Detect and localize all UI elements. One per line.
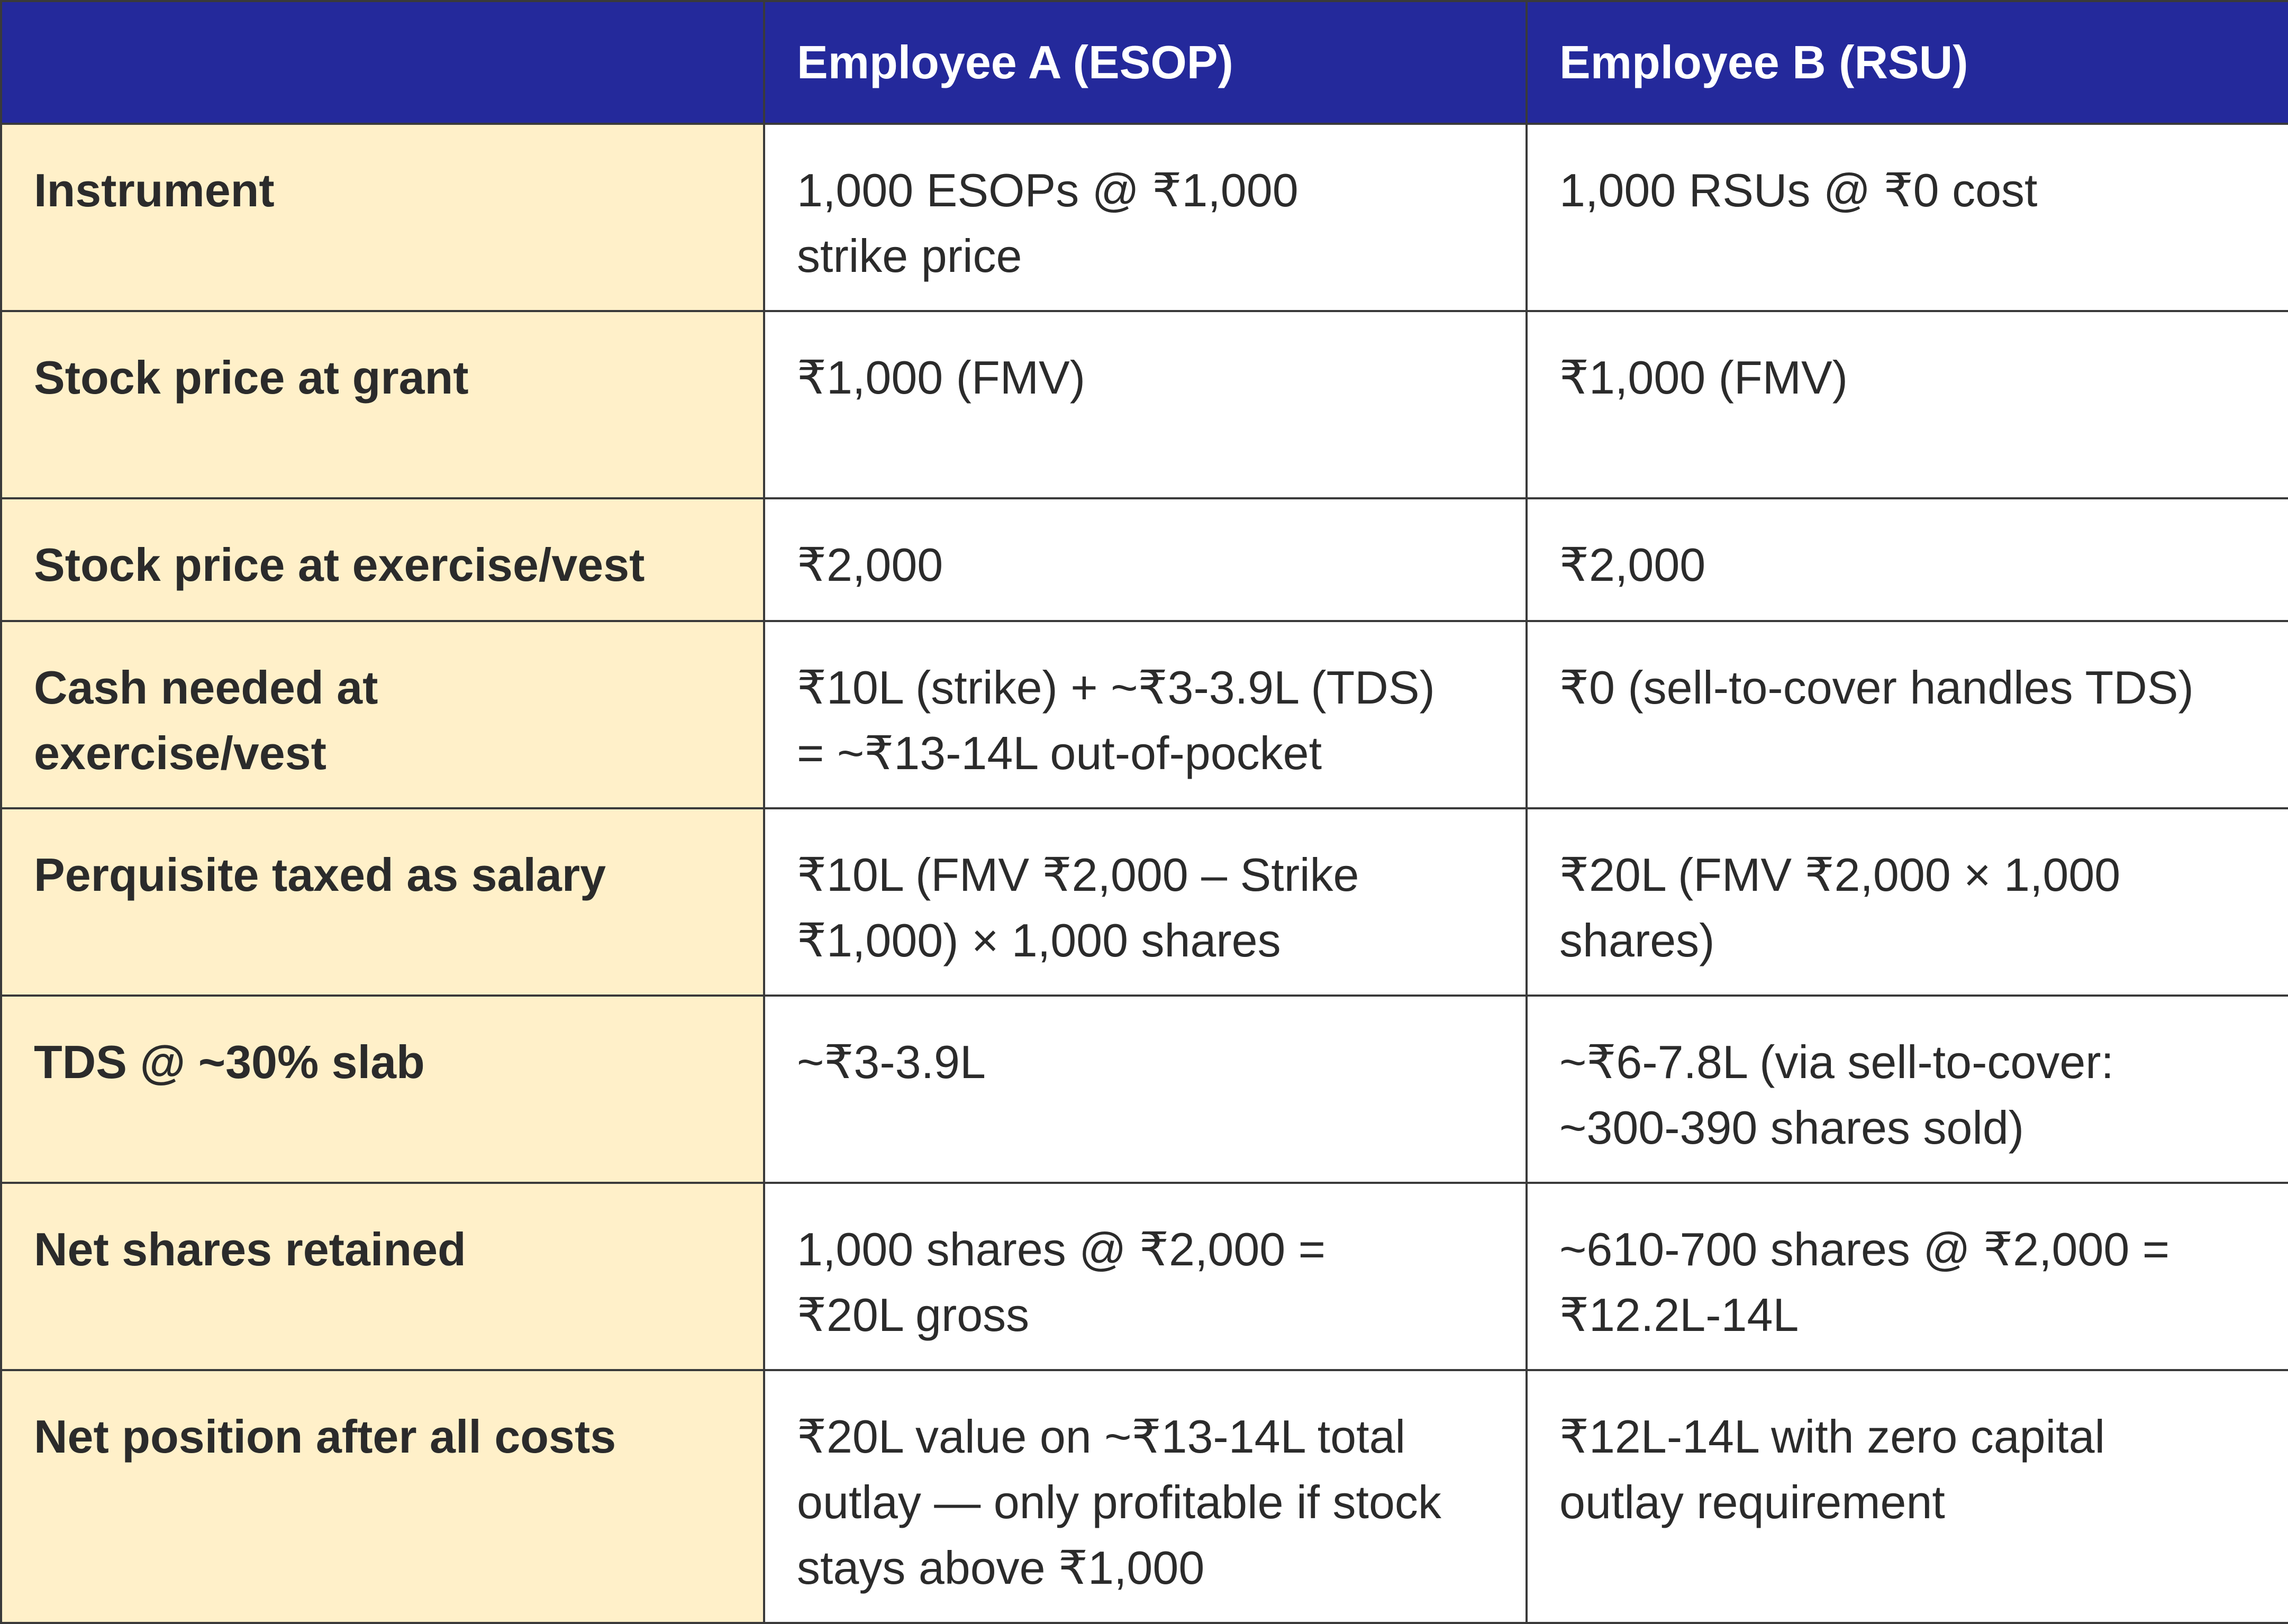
cell-employee-a: ₹10L (strike) + ~₹3-3.9L (TDS) = ~₹13-14L… xyxy=(763,620,1528,809)
row-cash-needed: Cash needed at exercise/vest ₹10L (strike… xyxy=(0,620,2288,809)
header-employee-a: Employee A (ESOP) xyxy=(763,0,1528,125)
row-label: Stock price at grant xyxy=(0,310,765,499)
row-net-shares: Net shares retained 1,000 shares @ ₹2,00… xyxy=(0,1182,2288,1371)
cell-employee-b: ~610-700 shares @ ₹2,000 = ₹12.2L-14L xyxy=(1526,1182,2288,1371)
header-corner xyxy=(0,0,765,125)
cell-employee-b: ₹2,000 xyxy=(1526,497,2288,622)
cell-employee-b: ₹20L (FMV ₹2,000 × 1,000 shares) xyxy=(1526,807,2288,997)
row-stock-price-grant: Stock price at grant ₹1,000 (FMV) ₹1,000… xyxy=(0,310,2288,499)
row-stock-price-exercise: Stock price at exercise/vest ₹2,000 ₹2,0… xyxy=(0,497,2288,622)
cell-employee-b: ~₹6-7.8L (via sell-to-cover: ~300-390 sha… xyxy=(1526,995,2288,1184)
header-row: Employee A (ESOP) Employee B (RSU) xyxy=(0,0,2288,125)
cell-employee-b: 1,000 RSUs @ ₹0 cost xyxy=(1526,123,2288,312)
cell-employee-a: ₹2,000 xyxy=(763,497,1528,622)
row-net-position: Net position after all costs ₹20L value … xyxy=(0,1369,2288,1624)
row-label: Cash needed at exercise/vest xyxy=(0,620,765,809)
cell-employee-a: ~₹3-3.9L xyxy=(763,995,1528,1184)
header-employee-b: Employee B (RSU) xyxy=(1526,0,2288,125)
cell-employee-b: ₹12L-14L with zero capital outlay require… xyxy=(1526,1369,2288,1624)
cell-employee-a: ₹1,000 (FMV) xyxy=(763,310,1528,499)
row-label: Net position after all costs xyxy=(0,1369,765,1624)
row-label: TDS @ ~30% slab xyxy=(0,995,765,1184)
row-perquisite: Perquisite taxed as salary ₹10L (FMV ₹2,… xyxy=(0,807,2288,997)
row-label: Instrument xyxy=(0,123,765,312)
row-label: Perquisite taxed as salary xyxy=(0,807,765,997)
row-label: Stock price at exercise/vest xyxy=(0,497,765,622)
cell-employee-b: ₹1,000 (FMV) xyxy=(1526,310,2288,499)
cell-employee-a: 1,000 ESOPs @ ₹1,000 strike price xyxy=(763,123,1528,312)
cell-employee-a: ₹20L value on ~₹13-14L total outlay — onl… xyxy=(763,1369,1528,1624)
cell-employee-a: ₹10L (FMV ₹2,000 – Strike ₹1,000) × 1,000… xyxy=(763,807,1528,997)
cell-employee-a: 1,000 shares @ ₹2,000 = ₹20L gross xyxy=(763,1182,1528,1371)
row-tds: TDS @ ~30% slab ~₹3-3.9L ~₹6-7.8L (via s… xyxy=(0,995,2288,1184)
row-instrument: Instrument 1,000 ESOPs @ ₹1,000 strike pr… xyxy=(0,123,2288,312)
row-label: Net shares retained xyxy=(0,1182,765,1371)
cell-employee-b: ₹0 (sell-to-cover handles TDS) xyxy=(1526,620,2288,809)
